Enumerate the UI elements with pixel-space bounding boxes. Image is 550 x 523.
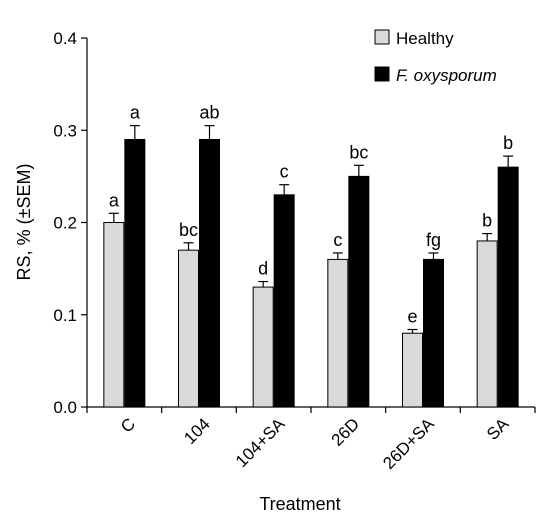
legend-swatch-healthy <box>374 29 390 45</box>
bar-healthy <box>252 286 274 408</box>
bar-foxysporum <box>348 175 370 408</box>
bar-healthy <box>178 249 199 408</box>
x-tick-label: C <box>117 414 139 436</box>
bar-foxysporum <box>273 194 295 408</box>
bar-foxysporum <box>199 138 220 408</box>
bar-foxysporum <box>423 258 444 408</box>
significance-label: b <box>503 133 513 153</box>
bar-healthy <box>327 258 349 408</box>
y-axis-title: RS, % (±SEM) <box>14 164 34 281</box>
bar-healthy <box>476 240 498 408</box>
x-tick-label: 26D+SA <box>379 414 438 473</box>
significance-label: bc <box>349 142 368 162</box>
legend: Healthy F. oxysporum <box>374 29 497 85</box>
significance-label: fg <box>426 230 441 250</box>
significance-label: c <box>333 230 342 250</box>
significance-label: ab <box>199 103 219 123</box>
bar-foxysporum <box>497 166 519 408</box>
bar-healthy <box>402 332 423 408</box>
y-tick-label: 0.2 <box>53 214 77 233</box>
x-tick-label: 26D <box>328 414 363 449</box>
significance-label: d <box>258 259 268 279</box>
significance-label: b <box>482 211 492 231</box>
bar-healthy <box>103 222 125 408</box>
significance-label: a <box>130 103 141 123</box>
x-tick-label: 104 <box>180 414 213 447</box>
y-tick-label: 0.1 <box>53 306 77 325</box>
bars-group <box>103 125 519 408</box>
y-tick-label: 0.4 <box>53 29 77 48</box>
legend-label-foxysporum: F. oxysporum <box>396 66 497 85</box>
significance-label: a <box>109 190 120 210</box>
bar-foxysporum <box>124 138 146 408</box>
significance-label: c <box>280 162 289 182</box>
x-axis-title: Treatment <box>259 494 340 514</box>
legend-label-healthy: Healthy <box>396 29 454 48</box>
significance-label: e <box>407 307 417 327</box>
significance-label: bc <box>179 220 198 240</box>
y-tick-label: 0.3 <box>53 121 77 140</box>
x-tick-label: SA <box>483 414 513 444</box>
x-tick-label: 104+SA <box>232 414 289 471</box>
y-tick-label: 0.0 <box>53 398 77 417</box>
legend-swatch-foxysporum <box>374 66 390 82</box>
